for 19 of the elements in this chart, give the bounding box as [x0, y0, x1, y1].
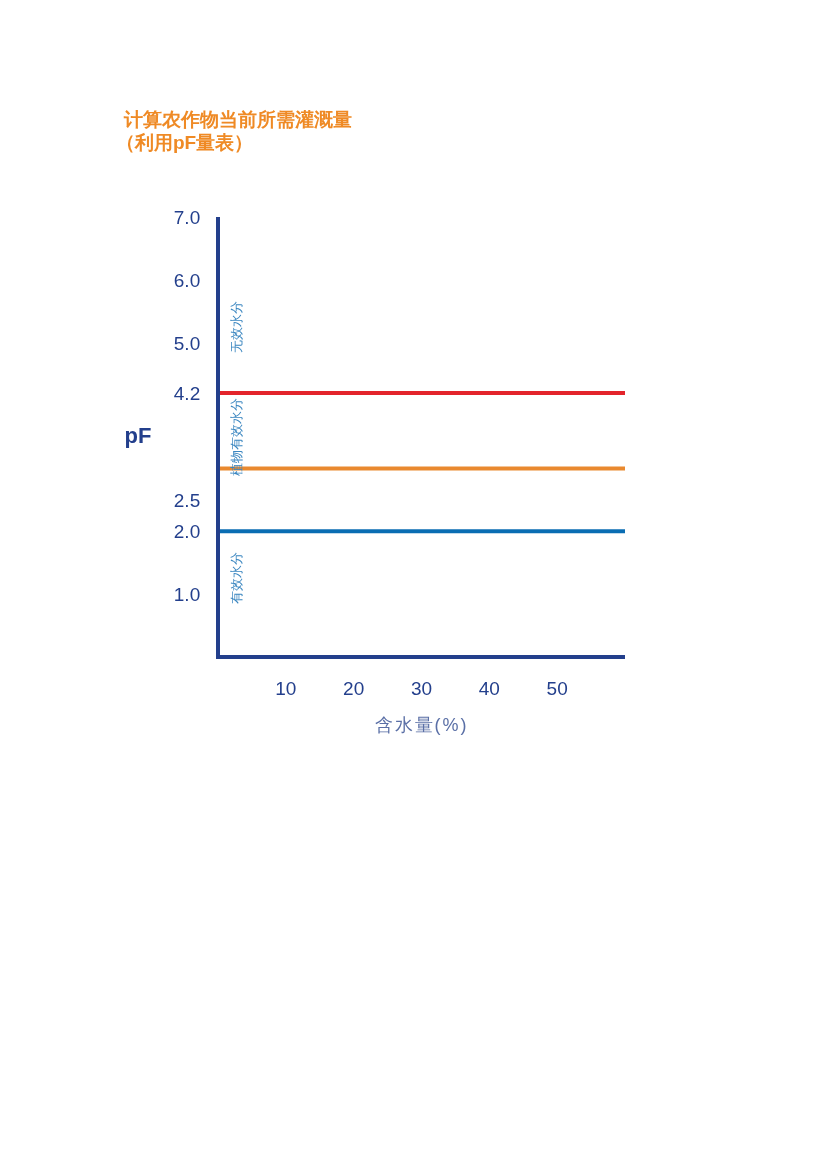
x-tick-label: 30: [410, 678, 433, 699]
y-tick-label: 4.2: [173, 383, 201, 404]
y-tick-label: 2.5: [173, 489, 201, 511]
y-tick-label: 6.0: [173, 269, 201, 291]
x-axis-title: 含水量(%): [374, 715, 469, 735]
y-tick-label: 2.0: [173, 521, 201, 543]
annotation: 无效水分: [229, 301, 244, 353]
x-tick-label: 50: [546, 678, 568, 699]
annotation: 有效水分: [229, 551, 244, 604]
y-tick-label: 5.0: [173, 332, 201, 354]
x-tick-label: 20: [343, 678, 365, 699]
chart-subtitle: （利用pF量表）: [116, 132, 254, 153]
y-tick-label: 1.0: [173, 584, 201, 606]
annotation: 植物有效水分: [229, 398, 244, 476]
x-tick-label: 10: [275, 678, 297, 699]
y-axis-title: pF: [124, 423, 152, 448]
y-tick-label: 7.0: [173, 207, 201, 228]
chart-title: 计算农作物当前所需灌溉量: [123, 109, 352, 130]
x-tick-label: 40: [478, 678, 500, 699]
